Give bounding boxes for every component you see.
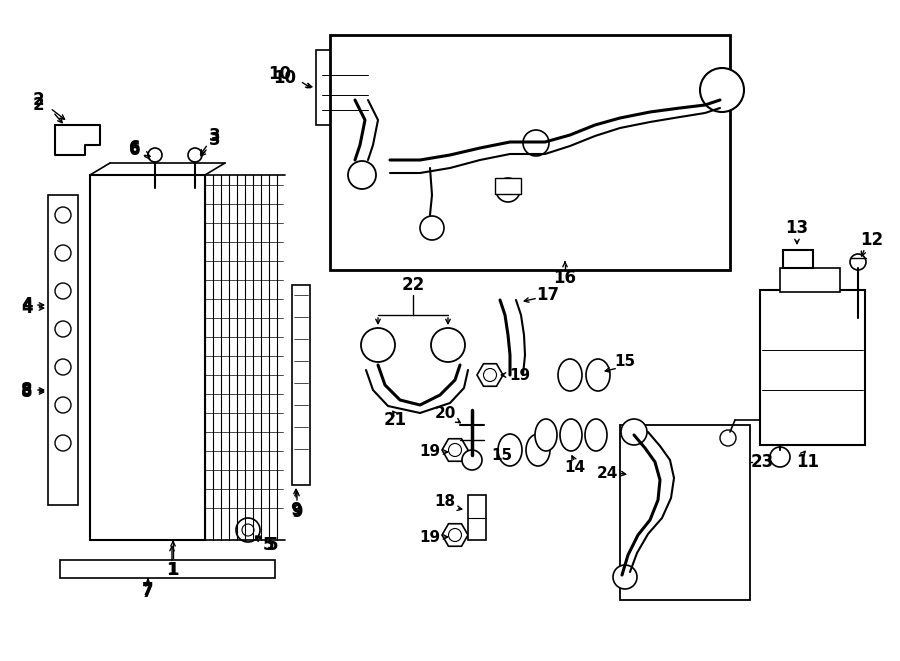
Text: 1: 1	[166, 561, 178, 579]
Polygon shape	[477, 364, 503, 386]
Circle shape	[621, 419, 647, 445]
Text: 18: 18	[435, 494, 455, 510]
Circle shape	[613, 565, 637, 589]
Ellipse shape	[558, 359, 582, 391]
Text: 4: 4	[22, 296, 32, 314]
Text: 6: 6	[130, 141, 140, 159]
Text: 24: 24	[597, 465, 617, 481]
Bar	[760, 290, 865, 445]
Circle shape	[55, 283, 71, 299]
Circle shape	[770, 447, 790, 467]
Bar	[783, 250, 813, 268]
Circle shape	[55, 435, 71, 451]
Circle shape	[483, 368, 497, 381]
Ellipse shape	[498, 434, 522, 466]
Text: 11: 11	[796, 453, 820, 471]
Bar	[620, 425, 750, 600]
Ellipse shape	[535, 419, 557, 451]
Text: 20: 20	[435, 405, 455, 420]
Text: 4: 4	[22, 299, 32, 317]
Text: 21: 21	[383, 411, 407, 429]
Text: 12: 12	[860, 231, 884, 249]
Text: 19: 19	[419, 529, 441, 545]
Circle shape	[720, 430, 736, 446]
Circle shape	[55, 321, 71, 337]
Bar	[330, 35, 730, 270]
Text: 9: 9	[290, 501, 302, 519]
Circle shape	[523, 130, 549, 156]
Text: 16: 16	[554, 269, 577, 287]
Bar	[348, 55, 368, 75]
Text: 3: 3	[209, 127, 220, 145]
Text: 6: 6	[130, 139, 140, 157]
Circle shape	[55, 397, 71, 413]
Polygon shape	[442, 439, 468, 461]
Bar	[780, 268, 840, 292]
Circle shape	[55, 207, 71, 223]
Ellipse shape	[585, 419, 607, 451]
Bar	[468, 495, 486, 540]
Circle shape	[361, 328, 395, 362]
Bar	[60, 560, 275, 578]
Circle shape	[448, 444, 462, 457]
Circle shape	[420, 216, 444, 240]
Bar	[48, 195, 78, 505]
Text: 17: 17	[536, 286, 560, 304]
Text: 15: 15	[615, 354, 635, 369]
Text: 14: 14	[564, 461, 586, 475]
Text: 22: 22	[401, 276, 425, 294]
Text: 15: 15	[491, 447, 513, 463]
Text: 2: 2	[32, 96, 44, 114]
Bar	[90, 175, 205, 540]
Text: 7: 7	[142, 581, 154, 599]
Text: 19: 19	[509, 368, 531, 383]
Circle shape	[242, 524, 254, 536]
Text: 5: 5	[262, 536, 274, 554]
Circle shape	[448, 529, 462, 541]
Circle shape	[55, 245, 71, 261]
Circle shape	[236, 518, 260, 542]
Text: 10: 10	[274, 69, 296, 87]
Circle shape	[188, 148, 202, 162]
Circle shape	[148, 148, 162, 162]
Polygon shape	[442, 524, 468, 546]
Circle shape	[700, 68, 744, 112]
Text: 7: 7	[142, 583, 154, 601]
Circle shape	[55, 359, 71, 375]
Text: 23: 23	[751, 453, 774, 471]
Polygon shape	[316, 50, 375, 125]
Bar	[495, 178, 521, 194]
Text: 3: 3	[209, 131, 220, 149]
Circle shape	[496, 178, 520, 202]
Text: 2: 2	[32, 91, 44, 109]
Text: 5: 5	[266, 536, 278, 554]
Circle shape	[850, 254, 866, 270]
Text: 10: 10	[268, 65, 292, 83]
Bar	[292, 285, 310, 485]
Circle shape	[431, 328, 465, 362]
Text: 8: 8	[22, 383, 32, 401]
Circle shape	[462, 450, 482, 470]
Text: 19: 19	[419, 444, 441, 459]
Text: 9: 9	[292, 503, 302, 521]
Ellipse shape	[560, 419, 582, 451]
Circle shape	[348, 161, 376, 189]
Ellipse shape	[586, 359, 610, 391]
Ellipse shape	[526, 434, 550, 466]
Text: 8: 8	[22, 381, 32, 399]
Text: 1: 1	[167, 561, 179, 579]
Text: 13: 13	[786, 219, 808, 237]
